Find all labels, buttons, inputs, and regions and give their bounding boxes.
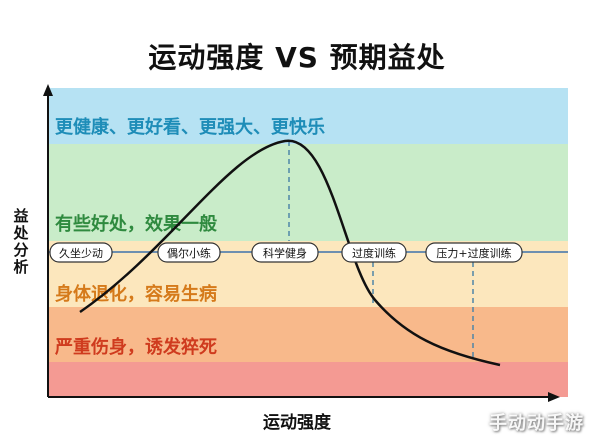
stage-label: 久坐少动 [59,247,103,260]
stage-pill-box [341,242,407,263]
zone-band-5 [48,362,568,397]
stage-pill-box [425,242,523,263]
stage-label: 偶尔小练 [167,246,211,260]
y-axis-label: 益处分析 [13,207,29,276]
zone-label-4: 严重伤身，诱发猝死 [55,336,217,358]
stage-label: 过度训练 [352,246,396,260]
stage-pill-5: 压力+过度训练 [425,242,523,263]
stage-pill-box [157,242,221,263]
stage-pill-box [49,242,113,263]
zone-label-1: 更健康、更好看、更强大、更快乐 [55,116,325,138]
zone-label-2: 有些好处，效果一般 [55,213,217,235]
zone-band-4 [48,307,568,362]
stage-pill-2: 偶尔小练 [157,242,221,263]
zone-label-3: 身体退化，容易生病 [55,283,217,305]
stage-label: 科学健身 [263,246,307,260]
stage-pill-4: 过度训练 [341,242,407,263]
stage-pill-1: 久坐少动 [49,242,113,263]
x-axis-label: 运动强度 [263,413,331,433]
stage-pill-box [251,242,319,263]
zone-band-2 [48,144,568,241]
x-axis-arrow [548,392,560,402]
zone-band-1 [48,88,568,144]
benefit-curve [79,139,501,367]
page-title: 运动强度 VS 预期益处 [148,41,446,74]
stage-pill-3: 科学健身 [251,242,319,263]
stage-label: 压力+过度训练 [436,246,511,260]
watermark: 手动动手游 [489,413,584,434]
y-axis-arrow [43,84,53,96]
